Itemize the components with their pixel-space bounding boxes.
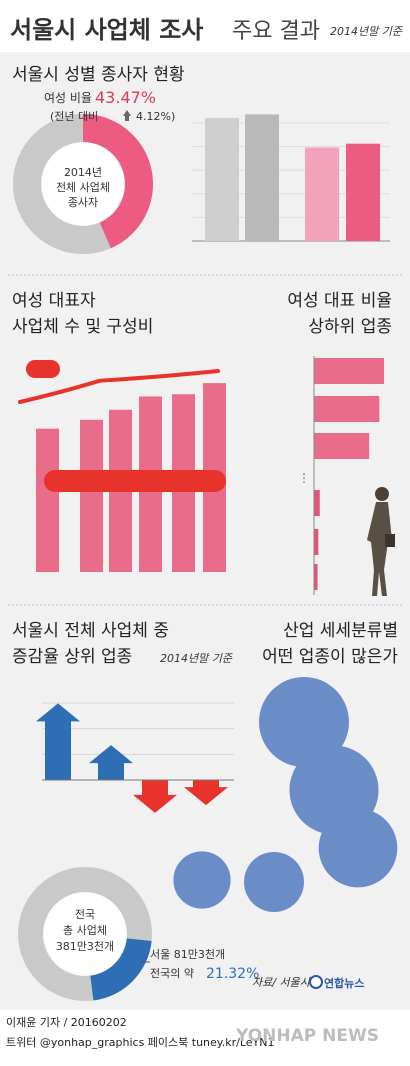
footer-credit: 이재윤 기자 / 20160202 [6,1016,127,1029]
bar-2013 [205,117,239,241]
up-arrow-icon [123,110,131,121]
female-ratio-value: 43.47% [95,88,156,107]
bubble-chart [173,677,398,913]
woman-silhouette [367,487,395,596]
bubble-4 [243,851,305,913]
female-rep-title-2: 사업체 수 및 구성비 [12,317,153,337]
share-prefix: 전국의 약 [150,966,194,980]
footer-social: 트위터 @yonhap_graphics 페이스북 tuney.kr/LeYN1 [6,1036,275,1049]
industry-ratio-title-2: 상하위 업종 [308,317,392,337]
footer: 이재윤 기자 / 20160202 트위터 @yonhap_graphics 페… [0,1010,410,1066]
bubbles-title-2: 어떤 업종이 많은가 [262,647,398,667]
bar-industry-5 [314,564,318,590]
ratio-line [18,369,220,404]
change-title-2: 증감율 상위 업종 [12,647,132,667]
logo-icon [309,975,323,989]
national-center-2: 총 사업체 [63,924,107,937]
bar-2014 [245,114,279,241]
donut-center-line-1: 2014년 [64,166,102,179]
bar-industry-4 [314,529,319,555]
donut-hole [41,142,125,226]
female-ratio-change-value: 4.12%) [136,110,175,123]
down-arrow-bar [133,780,177,813]
female-ratio-label: 여성 비율 [44,91,92,105]
ratio-badge [26,360,60,378]
donut-center-line-2: 전체 사업체 [56,181,110,194]
bubble-0 [259,677,349,767]
up-arrow-bar [89,745,133,780]
infographic-canvas: 서울시 사업체 조사 주요 결과 2014년말 기준 서울시 성별 종사자 현황… [0,0,410,1001]
watermark: YONHAP NEWS [236,1026,379,1046]
bar-'04 [36,428,59,572]
bubble-3 [173,851,231,909]
bubbles-title-1: 산업 세세분류별 [283,621,398,641]
change-date-note: 2014년말 기준 [160,652,233,665]
industry-ratio-chart: ⋮ [298,356,384,595]
bar-industry-0 [314,358,384,384]
ellipsis-mark: ⋮ [298,471,310,485]
down-arrow-bar [184,780,228,806]
bar-industry-3 [314,490,320,516]
donut-center-line-3: 종사자 [68,196,98,209]
donut-slice [83,114,153,249]
bar-2014 [346,143,380,241]
donut-hole [43,892,127,976]
change-chart [36,702,234,813]
share-value: 21.32% [206,966,259,982]
bar-industry-1 [314,396,380,422]
gender-section-title: 서울시 성별 종사자 현황 [12,65,185,85]
bar-2013 [305,147,339,241]
seoul-count: 서울 81만3천개 [150,947,225,961]
national-donut [18,867,152,1001]
national-center-1: 전국 [75,908,95,921]
female-ratio-change: (전년 대비 [50,110,98,123]
bar-industry-2 [314,433,370,459]
bar-'10 [80,419,103,572]
industry-ratio-title-1: 여성 대표 비율 [287,291,392,311]
title-sub: 주요 결과 [232,19,320,44]
up-arrow-bar [36,703,80,780]
series-label-box [44,470,226,492]
gender-bar-chart [192,114,390,242]
source: 자료/ 서울시 [252,976,311,989]
bubble-2 [318,808,398,888]
donut-base [18,867,152,1001]
donut-slice [90,938,152,1001]
date-note: 2014년말 기준 [330,25,403,38]
female-rep-title-1: 여성 대표자 [12,291,96,311]
national-center-3: 381만3천개 [56,939,114,953]
female-rep-chart [18,360,226,572]
logo: 연합뉴스 [324,976,364,990]
change-title-1: 서울시 전체 사업체 중 [12,621,169,641]
gender-donut [13,114,153,254]
title-main: 서울시 사업체 조사 [10,16,203,44]
